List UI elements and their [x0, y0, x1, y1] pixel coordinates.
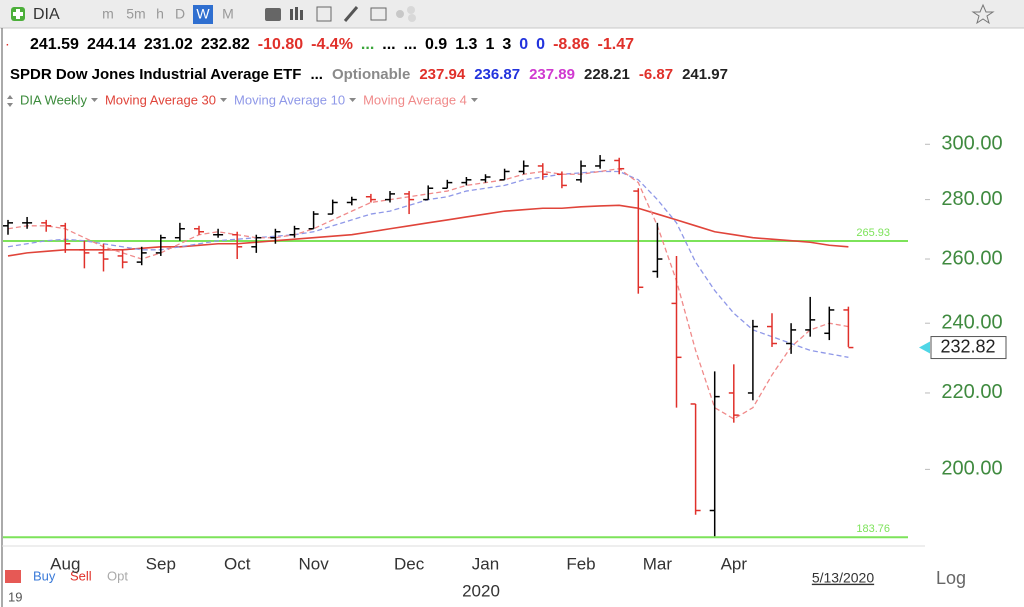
quote-item: 0.9 — [425, 36, 447, 53]
y-tick-label: 240.00 — [941, 311, 1002, 333]
scale-label[interactable]: Log — [936, 568, 966, 588]
star-icon[interactable] — [971, 3, 995, 25]
quote-item: 228.21 — [584, 66, 630, 83]
quote-item: -10.80 — [258, 36, 303, 53]
moving-average — [7, 168, 849, 420]
x-tick-label: Oct — [224, 554, 251, 573]
moving-average — [7, 204, 849, 257]
quote-item: 244.14 — [87, 36, 136, 53]
toolbar — [0, 0, 1024, 28]
last-price-label: 232.82 — [940, 336, 995, 356]
quote-item: Optionable — [332, 66, 410, 83]
quote-item: 237.89 — [529, 66, 575, 83]
legend-entry[interactable]: Moving Average 10 — [234, 92, 345, 107]
y-tick-label: 300.00 — [941, 133, 1002, 155]
legend-entry[interactable]: DIA Weekly — [20, 92, 87, 107]
quote-item: -1.47 — [598, 36, 635, 53]
legend-dropdown — [470, 98, 478, 102]
quote-item: ... — [382, 36, 395, 53]
quote-item: -8.86 — [553, 36, 590, 53]
corner-label: 19 — [8, 589, 22, 604]
legend-dropdown — [349, 98, 357, 102]
quote-item: 1 — [485, 36, 494, 53]
x-tick-label: Apr — [721, 554, 748, 573]
symbol[interactable]: DIA — [33, 6, 60, 23]
x-tick-label: Dec — [394, 554, 425, 573]
quote-item: 241.59 — [30, 36, 79, 53]
level-label: 183.76 — [856, 523, 890, 535]
quote-item: 0 — [519, 36, 528, 53]
quote-item: -6.87 — [639, 66, 673, 83]
toolbar-icons — [265, 3, 995, 25]
legend-dropdown — [90, 98, 98, 102]
tool-icon[interactable] — [343, 6, 359, 22]
interval-button[interactable]: m — [102, 6, 114, 22]
quote-item: -4.4% — [311, 36, 353, 53]
legend-entry[interactable]: Moving Average 30 — [105, 92, 216, 107]
quote-item: ... — [404, 36, 417, 53]
interval-button[interactable]: M — [222, 6, 234, 22]
quote-item: 231.02 — [144, 36, 193, 53]
year-label: 2020 — [462, 581, 500, 600]
quote-item: 1.3 — [455, 36, 477, 53]
add-icon[interactable] — [11, 7, 25, 21]
quote-marker: . — [6, 38, 9, 49]
quote-item: 236.87 — [474, 66, 520, 83]
legend-dropdown — [220, 98, 228, 102]
quote-item: 0 — [536, 36, 545, 53]
trade-icon[interactable] — [5, 570, 21, 583]
tool-icon[interactable] — [316, 6, 332, 22]
quote-item: 232.82 — [201, 36, 250, 53]
quote-item: ... — [310, 66, 323, 83]
quote-item: SPDR Dow Jones Industrial Average ETF — [10, 66, 301, 83]
legend-icon — [7, 95, 13, 107]
last-price-box — [930, 336, 1007, 360]
y-tick-label: 280.00 — [941, 188, 1002, 210]
sell-button[interactable]: Sell — [70, 568, 92, 583]
interval-active — [193, 5, 213, 24]
x-tick-label: Jan — [472, 554, 499, 573]
tool-icon[interactable] — [290, 9, 293, 20]
last-price-pointer — [919, 341, 930, 354]
interval-button[interactable]: 5m — [126, 6, 145, 22]
x-tick-label: Feb — [566, 554, 595, 573]
interval-button[interactable]: W — [196, 6, 210, 22]
opt-button[interactable]: Opt — [107, 568, 128, 583]
buy-button[interactable]: Buy — [33, 568, 56, 583]
x-tick-label: Aug — [50, 554, 80, 573]
quote-item: ... — [361, 36, 374, 53]
x-tick-label: Mar — [643, 554, 673, 573]
y-tick-label: 200.00 — [941, 458, 1002, 480]
x-tick-label: Sep — [146, 554, 176, 573]
quote-item: 241.97 — [682, 66, 728, 83]
tool-icon[interactable] — [265, 8, 281, 21]
level-label: 265.93 — [856, 227, 890, 239]
quote-item: 3 — [502, 36, 511, 53]
interval-button[interactable]: D — [175, 6, 185, 22]
quote-item: 237.94 — [419, 66, 466, 83]
y-tick-label: 220.00 — [941, 381, 1002, 403]
y-tick-label: 260.00 — [941, 247, 1002, 269]
interval-button[interactable]: h — [156, 6, 164, 22]
date-label: 5/13/2020 — [812, 570, 874, 586]
x-tick-label: Nov — [298, 554, 329, 573]
tool-icon[interactable] — [370, 7, 387, 21]
legend-entry[interactable]: Moving Average 4 — [363, 92, 467, 107]
